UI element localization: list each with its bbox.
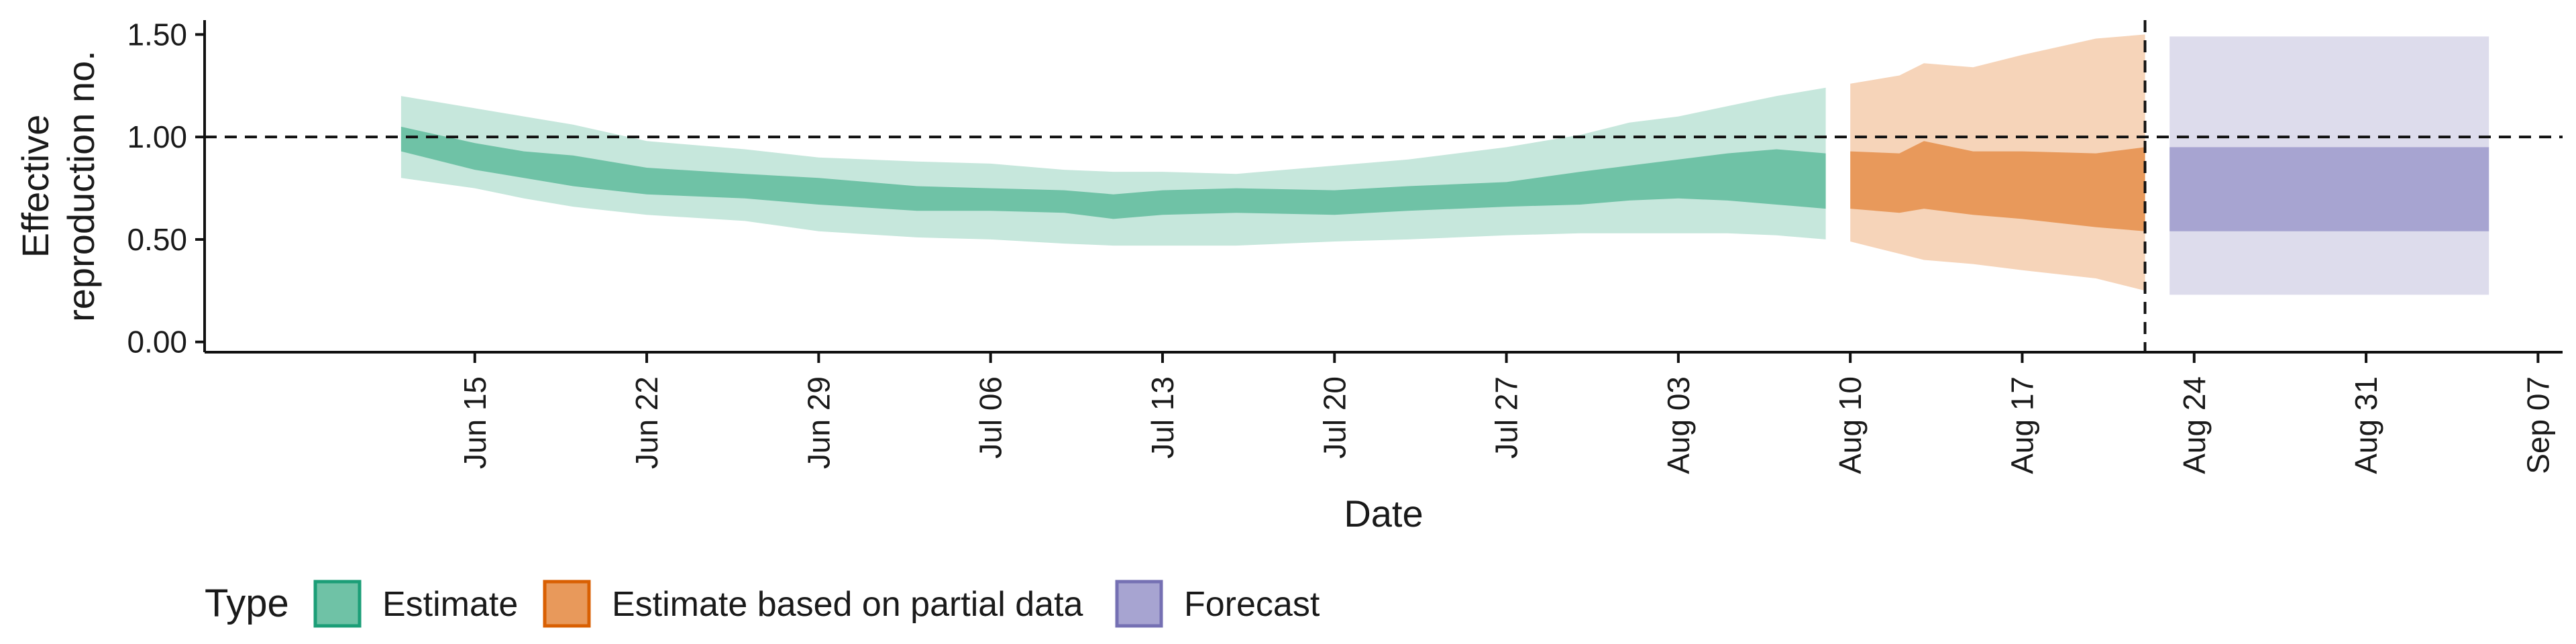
bands-layer [400,34,2489,295]
legend-label-forecast: Forecast [1184,585,1320,624]
x-tick-label: Jun 22 [629,376,664,469]
legend-label-estimate-based-on-partial-data: Estimate based on partial data [612,585,1083,624]
x-tick-label: Jul 20 [1317,376,1352,459]
band-inner-estimate [400,126,1826,219]
x-tick-label: Aug 10 [1833,376,1868,474]
legend-label-estimate: Estimate [382,585,518,624]
band-inner-forecast [2169,147,2489,231]
legend-swatch-estimate-based-on-partial-data [543,580,591,628]
legend: Type Estimate Estimate based on partial d… [205,580,1320,628]
x-tick-label: Aug 17 [2005,376,2040,474]
reference-lines [205,20,2563,352]
x-tick-label: Jul 06 [973,376,1008,459]
y-tick-label: 1.00 [127,119,187,154]
x-axis-title: Date [1344,492,1423,535]
x-tick-label: Aug 03 [1661,376,1696,474]
band-inner-estimate-based-on-partial-data [1850,141,2145,231]
legend-swatch-forecast [1115,580,1163,628]
legend-title: Type [205,582,289,625]
y-axis-title-line-1: Effective [14,115,56,258]
x-tick-label: Aug 24 [2177,376,2212,474]
x-tick-label: Jun 15 [458,376,492,469]
axes-layer: 0.00 0.50 1.00 1.50 Jun 15 Jun 22 Jun 29 Jul 06… [127,17,2563,474]
y-tick-label: 0.00 [127,325,187,360]
y-tick-label: 0.50 [127,222,187,257]
x-tick-label: Sep 07 [2520,376,2555,474]
legend-swatch-estimate [313,580,362,628]
x-tick-label: Aug 31 [2349,376,2383,474]
y-tick-label: 1.50 [127,17,187,52]
y-axis-title-line-2: reproduction no. [60,50,102,322]
x-tick-label: Jun 29 [801,376,836,469]
x-tick-label: Jul 27 [1489,376,1524,459]
x-tick-label: Jul 13 [1145,376,1180,459]
